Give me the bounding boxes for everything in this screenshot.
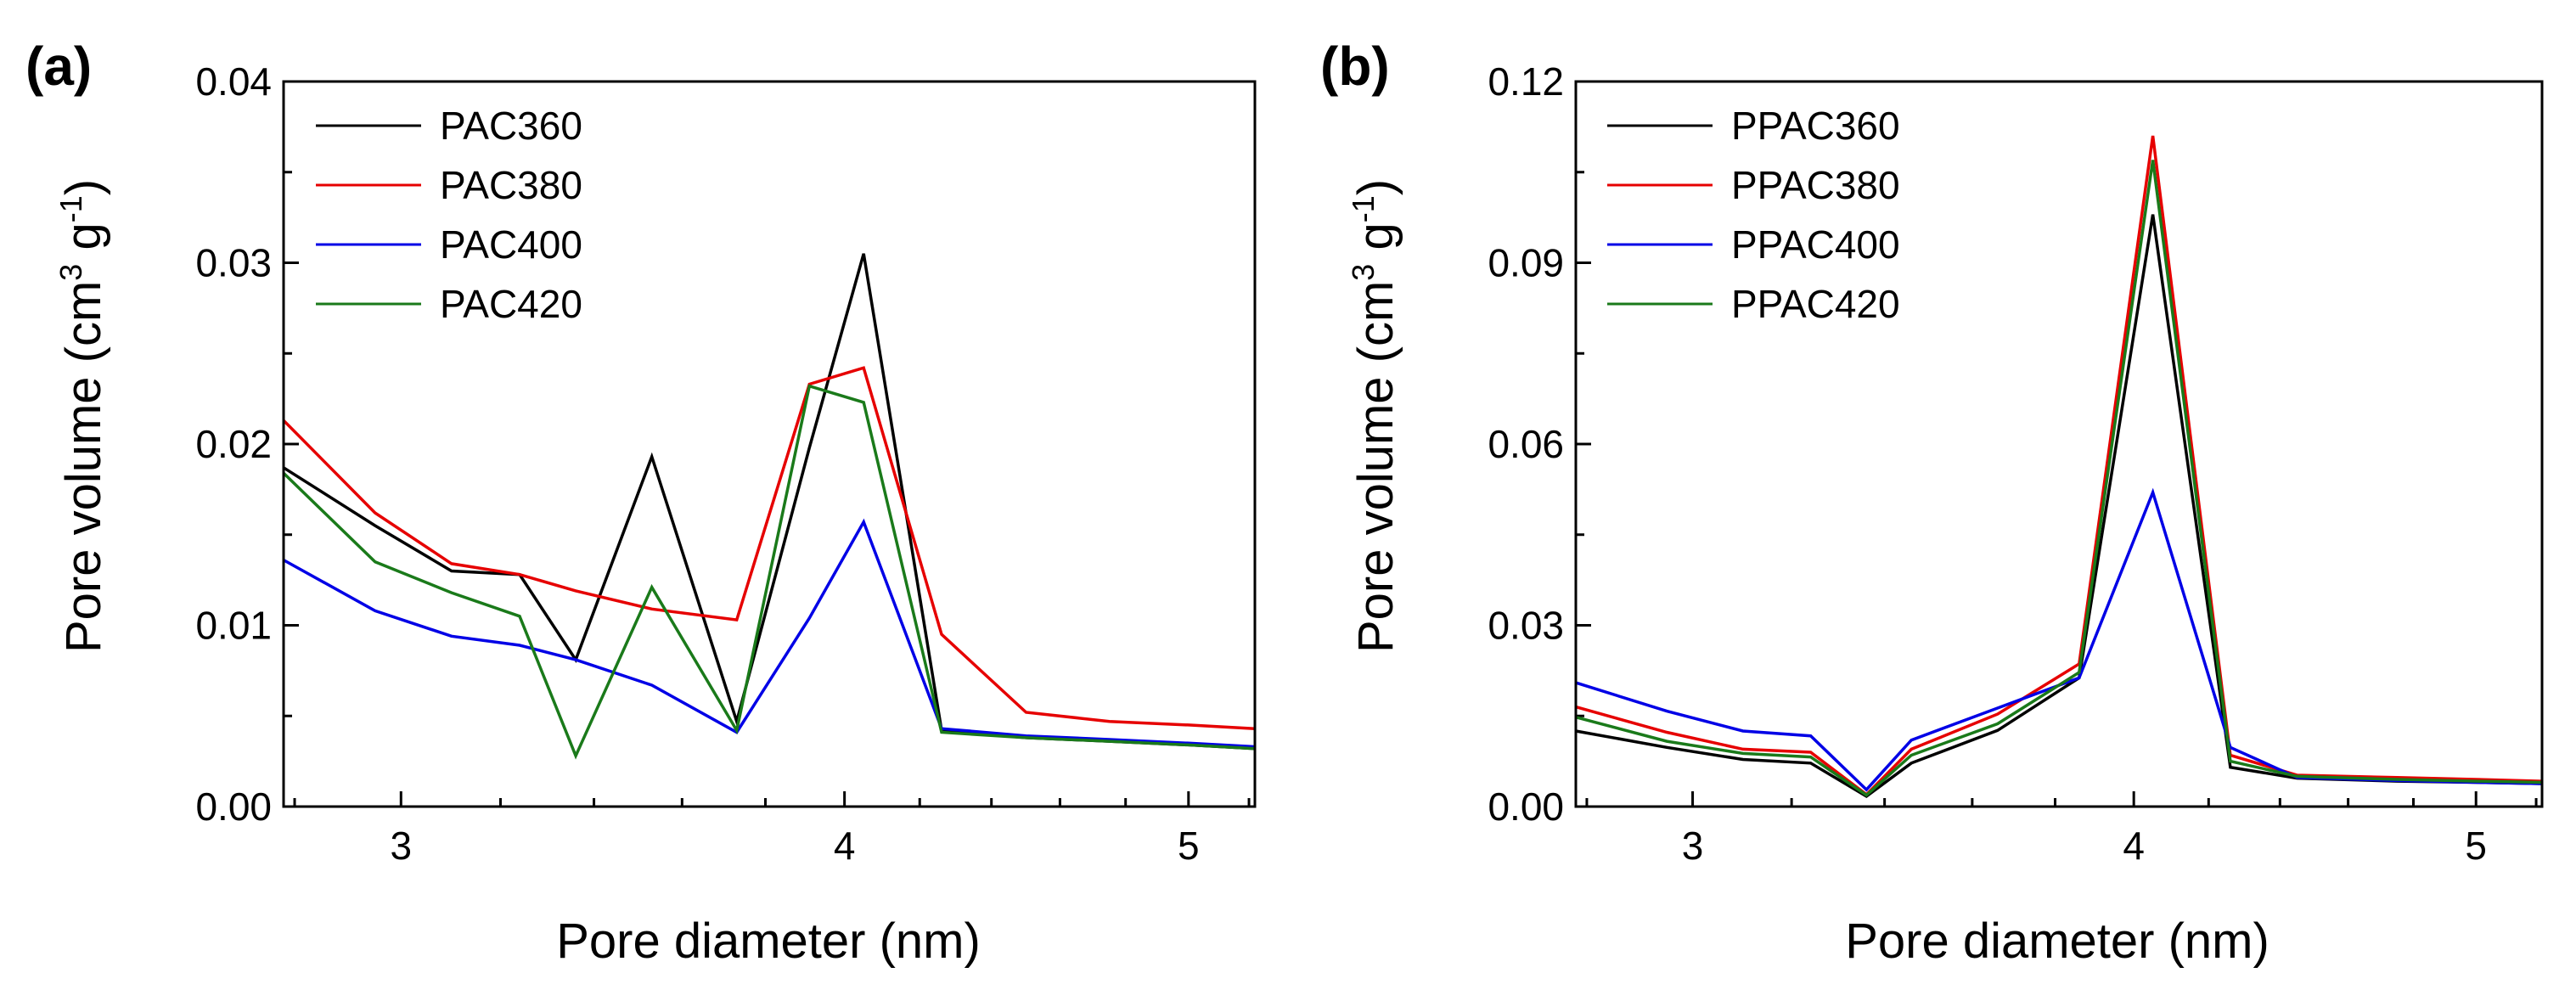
panel-b-xtick-label-1: 4 <box>2123 824 2145 868</box>
panel-a-series-line-pac380 <box>282 366 1256 730</box>
panel-a-series-line-pac360 <box>283 253 1256 751</box>
panel-b-ytick-label-0: 0.00 <box>1488 784 1564 829</box>
panel-a-legend-label-1: PAC380 <box>440 163 582 207</box>
panel-b-legend-item-3: PPAC420 <box>1607 282 1900 326</box>
panel-b-ticks: 0.00 0.03 0.06 0.09 0.12 3 4 5 <box>1488 59 2538 868</box>
panel-a-ytick-label-4: 0.04 <box>195 59 272 104</box>
panel-a-ytick-label-3: 0.03 <box>195 241 272 285</box>
panel-a-ytick-label-1: 0.01 <box>195 604 272 648</box>
panel-b-plot-frame <box>1574 80 2544 808</box>
panel-a-x-axis-title: Pore diameter (nm) <box>556 914 981 969</box>
panel-b-series-line-ppac420 <box>1575 160 2543 797</box>
panel-a-legend-item-0: PAC360 <box>316 104 582 148</box>
panel-a-legend-label-0: PAC360 <box>440 104 582 148</box>
panel-b-xtick-label-0: 3 <box>1682 824 1704 868</box>
panel-b-legend-item-2: PPAC400 <box>1607 222 1900 267</box>
panel-a-y-axis-title: Pore volume (cm3 g-1) <box>53 179 111 653</box>
panel-b-ytick-label-3: 0.09 <box>1488 241 1564 285</box>
panel-a-series-lines <box>282 253 1256 760</box>
panel-b-legend-label-0: PPAC360 <box>1731 104 1900 148</box>
panel-b-ytick-label-1: 0.03 <box>1488 604 1564 648</box>
panel-a-legend-item-2: PAC400 <box>316 222 582 267</box>
panel-a-series-line-pac400 <box>283 518 1256 749</box>
panel-a-legend-label-2: PAC400 <box>440 222 582 267</box>
panel-a-label: (a) <box>25 36 92 97</box>
panel-b-ytick-label-4: 0.12 <box>1488 59 1564 104</box>
panel-b-legend-item-1: PPAC380 <box>1607 163 1900 207</box>
panel-b-legend-label-2: PPAC400 <box>1731 222 1900 267</box>
panel-a-legend: PAC360 PAC380 PAC400 PAC420 <box>316 104 582 326</box>
panel-b-legend: PPAC360 PPAC380 PPAC400 PPAC420 <box>1607 104 1900 326</box>
panel-a-plot-frame <box>282 80 1257 808</box>
panel-b-series-lines <box>1575 135 2543 798</box>
panel-a-xtick-label-1: 4 <box>834 824 856 868</box>
panel-b-y-axis-title: Pore volume (cm3 g-1) <box>1346 179 1403 653</box>
panel-a-xtick-label-0: 3 <box>390 824 412 868</box>
panel-a-ytick-label-2: 0.02 <box>195 422 272 466</box>
panel-b-xtick-label-2: 5 <box>2465 824 2487 868</box>
panel-b-x-axis-title: Pore diameter (nm) <box>1845 914 2269 969</box>
panel-a-legend-label-3: PAC420 <box>440 282 582 326</box>
panel-a-xtick-label-2: 5 <box>1178 824 1200 868</box>
panel-a: (a) Pore volume (cm3 g-1) Pore diameter … <box>25 36 1257 969</box>
panel-b-legend-item-0: PPAC360 <box>1607 104 1900 148</box>
panel-a-series-line-pac420 <box>282 384 1256 760</box>
panel-b-series-line-ppac380 <box>1575 135 2543 797</box>
panel-a-ticks: 0.00 0.01 0.02 0.03 0.04 3 4 5 <box>195 59 1251 868</box>
panel-b: (b) Pore volume (cm3 g-1) Pore diameter … <box>1320 36 2544 969</box>
panel-a-ytick-label-0: 0.00 <box>195 784 272 829</box>
panel-a-legend-item-1: PAC380 <box>316 163 582 207</box>
panel-a-legend-item-3: PAC420 <box>316 282 582 326</box>
panel-b-label: (b) <box>1320 36 1390 97</box>
panel-b-series-line-ppac360 <box>1575 214 2543 798</box>
panel-b-legend-label-3: PPAC420 <box>1731 282 1900 326</box>
panel-b-ytick-label-2: 0.06 <box>1488 422 1564 466</box>
panel-b-legend-label-1: PPAC380 <box>1731 163 1900 207</box>
